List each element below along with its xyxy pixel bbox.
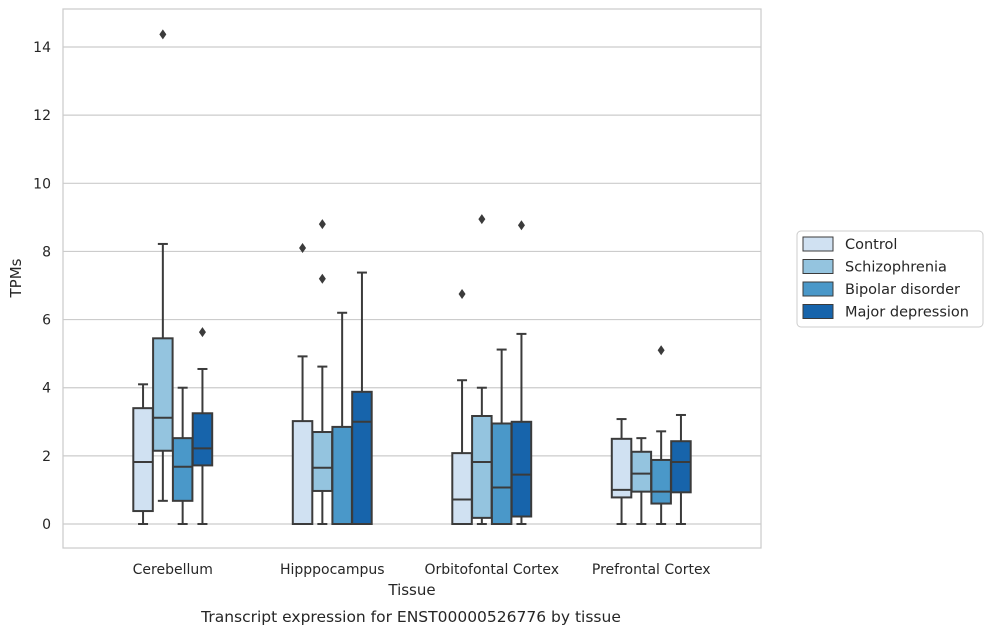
box-body [351, 390, 373, 526]
chart-caption: Transcript expression for ENST0000052677… [200, 608, 621, 626]
box-body [630, 450, 653, 493]
outlier-point [318, 273, 326, 284]
box-body [490, 422, 513, 525]
outlier-point [198, 327, 206, 338]
box [331, 311, 353, 526]
y-tick-label: 12 [33, 108, 51, 124]
box [610, 418, 633, 525]
y-tick-label: 8 [42, 244, 51, 260]
x-tick-label: Hipppocampus [280, 562, 385, 578]
y-tick-label: 6 [42, 313, 51, 329]
outlier-point [657, 345, 665, 356]
box [171, 386, 194, 525]
x-tick-label: Orbitofontal Cortex [424, 562, 559, 578]
box [451, 289, 473, 525]
x-axis-label: Tissue [387, 581, 435, 599]
legend-label: Major depression [845, 305, 969, 321]
box [132, 383, 154, 525]
series-schizophrenia [152, 29, 653, 525]
x-tick-labels: Cerebellum Hipppocampus Orbitofontal Corte… [133, 562, 711, 578]
legend-swatch [802, 304, 834, 319]
y-tick-label: 14 [33, 40, 51, 56]
x-tick-label: Cerebellum [133, 562, 213, 578]
box [291, 243, 314, 526]
box-body [311, 431, 334, 492]
y-tick-label: 4 [42, 381, 51, 397]
series-bipolar-disorder [171, 311, 672, 526]
outlier-point [299, 243, 307, 254]
outlier-point [159, 29, 167, 40]
box-body [152, 337, 174, 452]
y-axis-label: TPMs [7, 258, 25, 298]
box-body [670, 440, 692, 494]
series-major-depression [191, 220, 692, 526]
box-body [132, 407, 154, 513]
box-body [331, 425, 353, 526]
outlier-point [458, 289, 466, 300]
box-body [610, 437, 633, 499]
box-body [171, 437, 194, 502]
outlier-point [517, 220, 525, 231]
box [152, 29, 174, 502]
series-control [132, 243, 633, 526]
legend-swatch [802, 259, 834, 274]
box [490, 348, 513, 525]
box [650, 345, 672, 525]
legend-swatch [802, 236, 834, 252]
box [670, 413, 692, 525]
legend-swatch [802, 281, 834, 297]
legend-frame [796, 230, 984, 328]
y-tick-label: 10 [33, 176, 51, 192]
outlier-point [318, 219, 326, 230]
box [311, 219, 334, 525]
y-tick-label: 2 [42, 449, 51, 465]
x-tick-label: Prefrontal Cortex [592, 562, 711, 578]
box [191, 327, 214, 525]
y-tick-label: 0 [42, 517, 51, 533]
box-body [510, 420, 533, 518]
legend-label: Bipolar disorder [845, 282, 960, 298]
box [351, 271, 373, 526]
box-groups [132, 29, 692, 526]
box-body [291, 420, 314, 526]
legend: Control Schizophrenia Bipolar disorder Majo… [796, 230, 984, 328]
legend-label: Schizophrenia [845, 260, 947, 276]
box-body [451, 452, 473, 525]
box-body [650, 458, 672, 505]
box [630, 437, 653, 525]
outlier-point [478, 214, 486, 225]
box [510, 220, 533, 525]
box-body [471, 414, 493, 519]
legend-label: Control [845, 237, 897, 253]
y-tick-labels: 0 2 4 6 8 10 12 14 [33, 40, 51, 533]
gridlines [63, 46, 761, 525]
box-body [191, 412, 214, 467]
box [471, 214, 493, 525]
plot-frame [62, 8, 762, 549]
